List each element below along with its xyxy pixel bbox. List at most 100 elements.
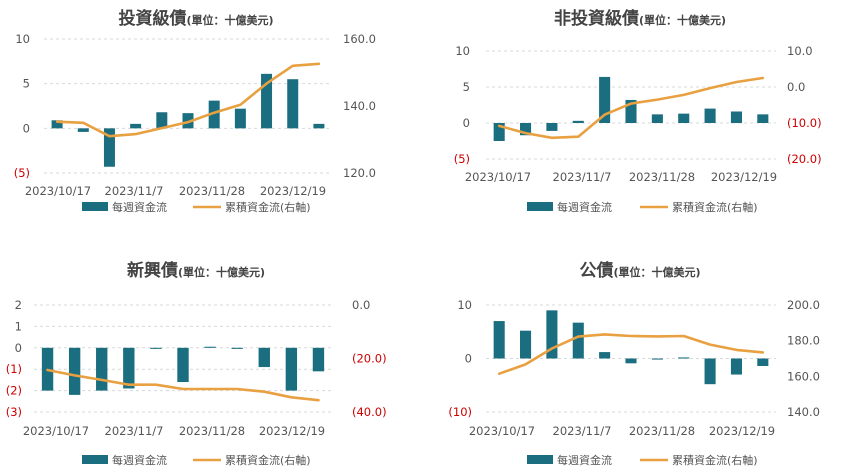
weekly-flow-bar bbox=[572, 322, 584, 359]
right-axis-tick-label: 180.0 bbox=[787, 334, 820, 348]
weekly-flow-bar bbox=[96, 347, 108, 391]
x-axis-tick-label: 2023/11/7 bbox=[105, 184, 164, 198]
legend-bar-label: 每週資金流 bbox=[112, 453, 167, 467]
chart-panel-1: 投資級債(單位：十億美元) 10 5 0 (5) 160.0 140.0 120.0 2023/… bbox=[14, 8, 376, 214]
left-axis-tick-label: (5) bbox=[454, 152, 470, 166]
left-axis-tick-label: 10 bbox=[457, 298, 472, 312]
chart-title-main: 新興債 bbox=[127, 260, 178, 281]
weekly-flow-bar bbox=[123, 347, 135, 389]
weekly-flow-bar bbox=[757, 358, 769, 366]
weekly-flow-bar bbox=[103, 128, 115, 167]
weekly-flow-bar bbox=[651, 358, 663, 360]
legend-line-label: 累積資金流(右軸) bbox=[672, 200, 758, 214]
left-axis-tick-label: 0 bbox=[463, 116, 470, 130]
chart-panel-4: 公債(單位：十億美元) 10 0 (10) 200.0 180.0 160.0 140.0 20… bbox=[448, 260, 820, 467]
chart-title: 公債(單位：十億美元) bbox=[579, 260, 700, 281]
chart-title-main: 公債 bbox=[579, 260, 613, 281]
right-axis-tick-label: (20.0) bbox=[787, 152, 822, 166]
weekly-flow-bar bbox=[313, 123, 325, 129]
weekly-flow-bar bbox=[520, 330, 532, 359]
x-axis-tick-label: 2023/12/19 bbox=[260, 184, 326, 198]
chart-title: 投資級債(單位：十億美元) bbox=[118, 8, 273, 29]
weekly-flow-bar bbox=[599, 76, 611, 123]
right-axis-tick-label: 10.0 bbox=[787, 44, 813, 58]
left-axis-tick-label: 0 bbox=[15, 341, 22, 355]
legend-line-label: 累積資金流(右軸) bbox=[225, 453, 311, 467]
chart-title-unit: (單位：十億美元) bbox=[639, 13, 726, 27]
chart-title-unit: (單位：十億美元) bbox=[178, 265, 265, 279]
legend-bar-swatch bbox=[82, 455, 108, 464]
chart-panel-2: 非投資級債(單位：十億美元) 10 5 0 (5) 10.0 0.0 (10.0) (20.0)… bbox=[454, 8, 822, 214]
weekly-flow-bar bbox=[150, 347, 162, 349]
chart-title-main: 非投資級債 bbox=[554, 8, 639, 29]
weekly-flow-bar bbox=[130, 123, 142, 129]
weekly-flow-bar bbox=[261, 73, 273, 129]
legend-bar-swatch bbox=[527, 202, 553, 211]
chart-title-main: 投資級債 bbox=[118, 8, 186, 29]
weekly-flow-bar bbox=[258, 347, 270, 368]
weekly-flow-bar bbox=[77, 128, 89, 132]
chart-title-unit: (單位：十億美元) bbox=[186, 13, 273, 27]
right-axis-tick-label: 0.0 bbox=[352, 298, 370, 312]
weekly-flow-bar bbox=[572, 120, 584, 123]
left-axis-tick-label: 0 bbox=[23, 121, 30, 135]
weekly-flow-bar bbox=[312, 347, 325, 372]
right-axis-tick-label: (10.0) bbox=[787, 116, 822, 130]
weekly-flow-bar bbox=[156, 112, 168, 129]
legend-line-label: 累積資金流(右軸) bbox=[672, 453, 758, 467]
x-axis-tick-label: 2023/12/19 bbox=[709, 424, 775, 438]
weekly-flow-bar bbox=[493, 123, 505, 141]
weekly-flow-bar bbox=[287, 79, 299, 129]
x-axis-tick-label: 2023/11/7 bbox=[553, 170, 612, 184]
left-axis-tick-label: 10 bbox=[15, 32, 30, 46]
left-axis-tick-label: 5 bbox=[23, 77, 30, 91]
weekly-flow-bar bbox=[678, 113, 690, 123]
weekly-flow-bar bbox=[730, 358, 742, 375]
left-axis-tick-label: (5) bbox=[14, 166, 30, 180]
x-axis-tick-label: 2023/10/17 bbox=[25, 184, 91, 198]
chart-panel-3: 新興債(單位：十億美元) 2 1 0 (1) (2) (3) 0.0 (20.0) (40.0) 2… bbox=[6, 260, 387, 467]
chart-title: 新興債(單位：十億美元) bbox=[127, 260, 265, 281]
weekly-flow-bar bbox=[625, 358, 637, 364]
weekly-flow-bar bbox=[68, 347, 81, 395]
x-axis-tick-label: 2023/10/17 bbox=[23, 424, 89, 438]
weekly-flow-bar bbox=[177, 347, 189, 383]
weekly-flow-bar bbox=[757, 114, 769, 123]
weekly-flow-bar bbox=[208, 100, 220, 129]
x-axis-tick-label: 2023/11/7 bbox=[553, 424, 612, 438]
x-axis-tick-label: 2023/12/19 bbox=[259, 424, 325, 438]
weekly-flow-bar bbox=[625, 99, 637, 123]
left-axis-tick-label: (1) bbox=[6, 362, 22, 376]
cumulative-flow-line bbox=[55, 62, 321, 138]
legend-bar-swatch bbox=[82, 202, 108, 211]
weekly-flow-bar bbox=[520, 123, 532, 136]
weekly-flow-bar bbox=[51, 120, 63, 129]
weekly-flow-bar bbox=[704, 358, 716, 385]
right-axis-tick-label: (40.0) bbox=[352, 405, 387, 419]
weekly-flow-bar bbox=[231, 347, 243, 349]
left-axis-tick-label: 0 bbox=[465, 352, 472, 366]
weekly-flow-bar bbox=[493, 321, 505, 359]
cumulative-flow-line bbox=[497, 76, 765, 140]
weekly-flow-bar bbox=[546, 310, 558, 359]
left-axis-tick-label: (10) bbox=[448, 405, 472, 419]
left-axis-tick-label: (2) bbox=[6, 384, 22, 398]
left-axis-tick-label: 5 bbox=[463, 80, 470, 94]
legend-bar-label: 每週資金流 bbox=[557, 200, 612, 214]
x-axis-tick-label: 2023/11/28 bbox=[629, 170, 695, 184]
left-axis-tick-label: 10 bbox=[455, 44, 470, 58]
cumulative-flow-line bbox=[46, 368, 320, 402]
weekly-flow-bar bbox=[546, 123, 558, 131]
cumulative-flow-line bbox=[497, 333, 765, 376]
x-axis-tick-label: 2023/10/17 bbox=[469, 424, 535, 438]
x-axis-tick-label: 2023/11/28 bbox=[179, 424, 245, 438]
right-axis-tick-label: 160.0 bbox=[787, 369, 820, 383]
left-axis-tick-label: 1 bbox=[15, 319, 22, 333]
weekly-flow-bar bbox=[730, 111, 742, 123]
weekly-flow-bar bbox=[234, 108, 246, 129]
weekly-flow-bar bbox=[204, 346, 216, 348]
x-axis-tick-label: 2023/12/19 bbox=[711, 170, 777, 184]
legend-bar-label: 每週資金流 bbox=[557, 453, 612, 467]
left-axis-tick-label: (3) bbox=[6, 405, 22, 419]
